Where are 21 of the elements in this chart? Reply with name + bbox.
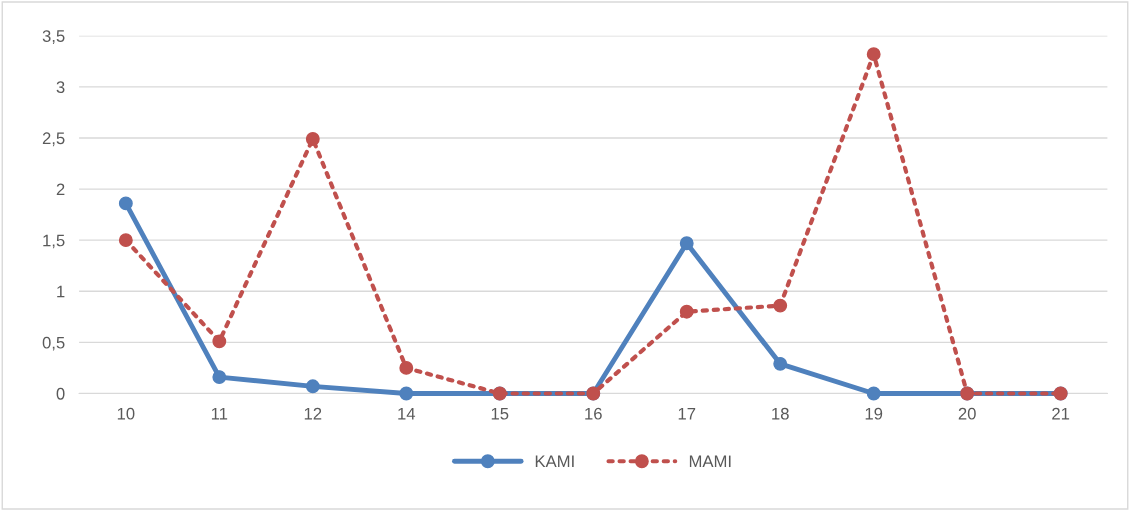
x-tick-label: 18 bbox=[772, 407, 789, 420]
x-tick-label: 12 bbox=[304, 407, 322, 420]
y-tick-label: 2 bbox=[56, 183, 65, 196]
x-tick-label: 16 bbox=[585, 407, 602, 420]
y-tick-label: 3,5 bbox=[42, 30, 65, 44]
y-tick-label: 1,5 bbox=[43, 234, 65, 249]
x-tick-label: 10 bbox=[117, 407, 135, 420]
y-tick-label: 2,5 bbox=[42, 132, 65, 147]
y-tick-label: 0,5 bbox=[42, 336, 65, 351]
x-tick-label: 14 bbox=[398, 407, 416, 420]
x-tick-label: 20 bbox=[958, 407, 976, 420]
x-tick-label: 17 bbox=[678, 407, 696, 420]
y-tick-label: 3 bbox=[56, 81, 65, 94]
y-tick-label: 0 bbox=[56, 387, 65, 400]
legend-label: KAMI bbox=[535, 455, 574, 468]
x-tick-label: 15 bbox=[491, 407, 509, 420]
legend-label: MAMI bbox=[689, 455, 731, 468]
y-tick-label: 1 bbox=[57, 285, 65, 298]
x-tick-label: 21 bbox=[1052, 407, 1070, 420]
x-tick-label: 19 bbox=[865, 407, 883, 420]
x-tick-label: 11 bbox=[211, 407, 228, 420]
